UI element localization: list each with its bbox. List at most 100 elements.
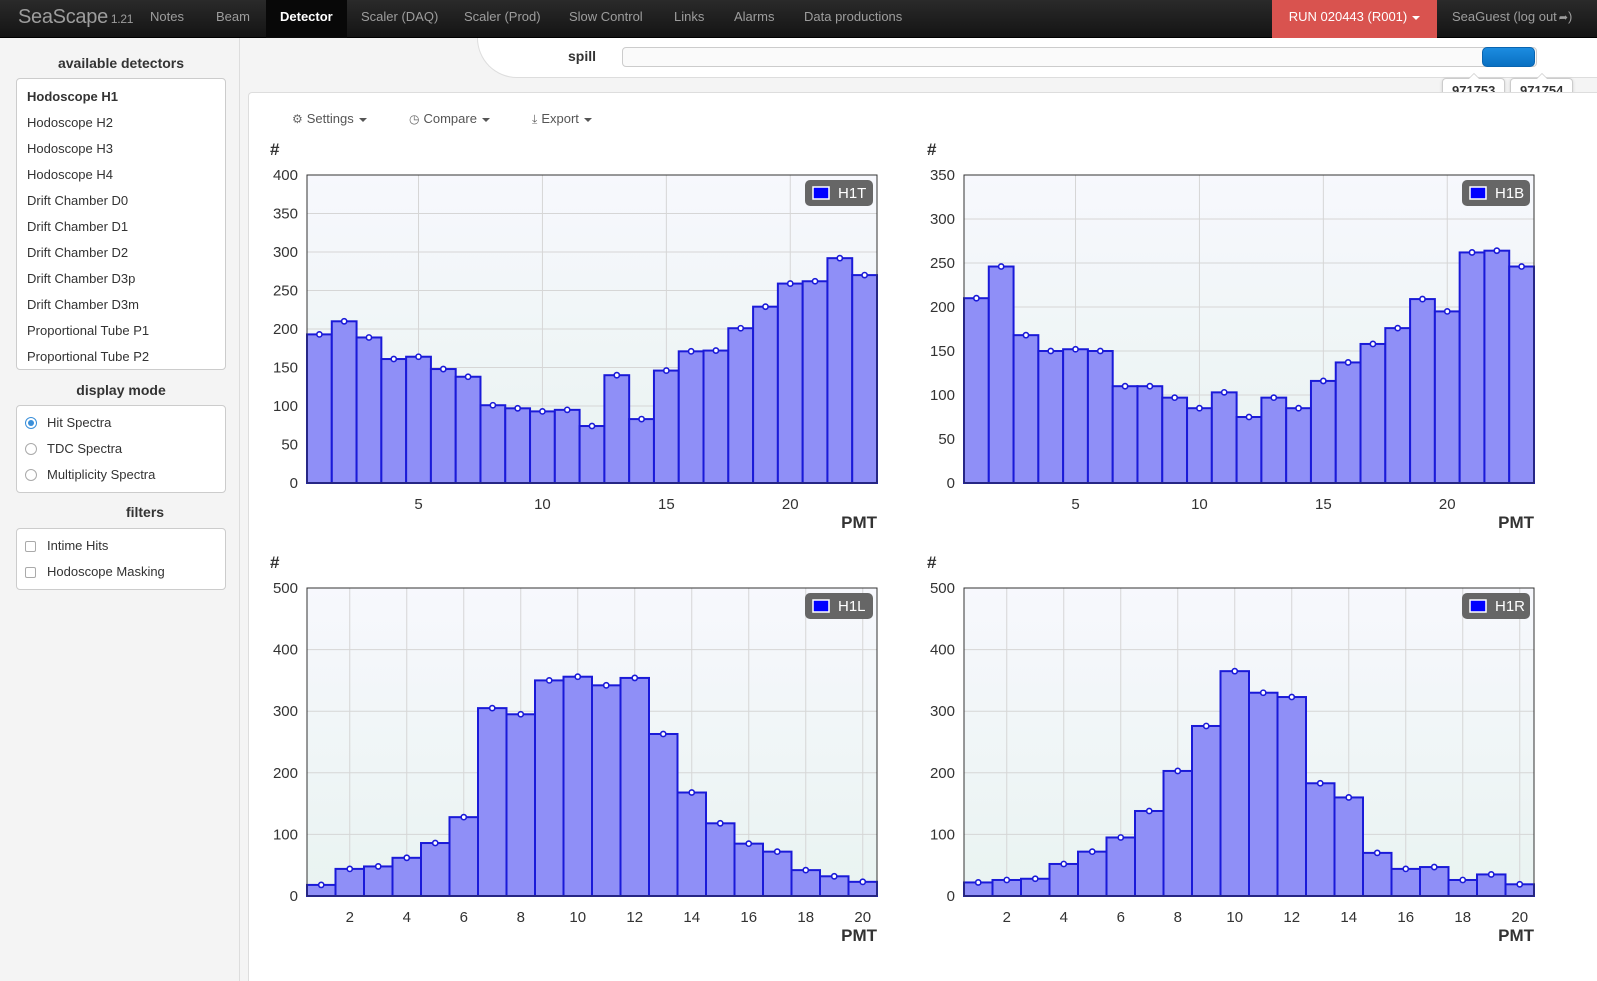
data-point xyxy=(631,674,639,682)
hit-spectrum-chart-h1r[interactable]: 0 100 200 300 400 500 2 4 6 8 10 12 14 16 18 20 # PMT H1R xyxy=(919,553,1559,963)
checkbox-icon[interactable] xyxy=(25,567,36,578)
hit-spectrum-chart-h1l[interactable]: 0 100 200 300 400 500 2 4 6 8 10 12 14 16 18 20 # PMT H1L xyxy=(262,553,902,963)
mode-multiplicity-spectra[interactable]: Multiplicity Spectra xyxy=(17,462,225,488)
nav-links[interactable]: Links xyxy=(674,9,705,24)
nav-slow-control[interactable]: Slow Control xyxy=(569,9,643,24)
data-point xyxy=(737,324,745,332)
data-point xyxy=(374,863,382,870)
y-tick-label: 500 xyxy=(930,580,955,597)
data-point xyxy=(1231,667,1239,675)
data-point xyxy=(688,789,696,796)
histogram-bar xyxy=(1419,866,1450,898)
histogram-bar xyxy=(420,842,451,897)
filter-intime-hits[interactable]: Intime Hits xyxy=(17,533,225,559)
user-label: SeaGuest (log out xyxy=(1452,9,1557,24)
spill-slider-handle[interactable] xyxy=(1482,47,1535,67)
mode-label: TDC Spectra xyxy=(47,441,123,456)
x-axis-title: PMT xyxy=(1498,926,1535,945)
detector-item-drift-chamber-d2[interactable]: Drift Chamber D2 xyxy=(27,245,129,260)
run-dropdown-button[interactable]: RUN 020443 (R001) xyxy=(1272,0,1437,38)
x-axis-title: PMT xyxy=(1498,513,1535,532)
x-tick-label: 10 xyxy=(569,909,586,926)
data-point xyxy=(390,355,398,363)
nav-notes[interactable]: Notes xyxy=(150,9,184,24)
radio-icon[interactable] xyxy=(25,469,37,481)
nav-beam[interactable]: Beam xyxy=(216,9,250,24)
detector-item-drift-chamber-d0[interactable]: Drift Chamber D0 xyxy=(27,193,129,208)
detector-item-hodoscope-h1[interactable]: Hodoscope H1 xyxy=(27,89,119,104)
y-tick-label: 300 xyxy=(273,703,298,720)
data-point xyxy=(1117,834,1125,841)
data-point xyxy=(545,677,553,684)
chevron-down-icon xyxy=(583,117,592,122)
spill-label: spill xyxy=(568,48,597,64)
detector-item-proportional-tube-p2[interactable]: Proportional Tube P2 xyxy=(27,349,150,364)
export-dropdown[interactable]: ⤓ Export xyxy=(532,109,592,129)
detector-item-drift-chamber-d3p[interactable]: Drift Chamber D3p xyxy=(27,271,136,286)
histogram-bar xyxy=(1062,348,1089,484)
detector-item-proportional-tube-p1[interactable]: Proportional Tube P1 xyxy=(27,323,150,338)
legend-swatch xyxy=(1469,186,1487,200)
data-point xyxy=(1270,394,1278,402)
detector-item-hodoscope-h2[interactable]: Hodoscope H2 xyxy=(27,115,113,130)
histogram-bar xyxy=(1210,391,1238,484)
detector-item-hodoscope-h4[interactable]: Hodoscope H4 xyxy=(27,167,113,182)
legend-label: H1L xyxy=(838,598,866,615)
data-point xyxy=(1145,807,1153,815)
nav-alarms[interactable]: Alarms xyxy=(734,9,775,24)
hit-spectrum-chart-h1t[interactable]: 0 50 100 150 200 250 300 350 400 5 10 15 20 # PMT H1T xyxy=(262,140,902,550)
logout-link[interactable]: SeaGuest (log out ➦) xyxy=(1452,9,1573,24)
x-tick-label: 2 xyxy=(1003,909,1011,926)
data-point xyxy=(365,334,373,341)
y-tick-label: 300 xyxy=(930,703,955,720)
compare-dropdown[interactable]: ◷ Compare xyxy=(409,109,490,129)
x-tick-label: 6 xyxy=(460,909,468,926)
data-point xyxy=(574,673,582,681)
detector-item-drift-chamber-d1[interactable]: Drift Chamber D1 xyxy=(27,219,129,234)
data-point xyxy=(1196,404,1203,412)
hit-spectrum-chart-h1b[interactable]: 0 50 100 150 200 250 300 350 5 10 15 20 # PMT H1B xyxy=(919,140,1559,550)
histogram-bar xyxy=(1048,862,1079,897)
mode-tdc-spectra[interactable]: TDC Spectra xyxy=(17,436,225,462)
x-tick-label: 18 xyxy=(797,909,814,926)
y-tick-label: 200 xyxy=(930,299,955,316)
data-point xyxy=(745,840,753,848)
detector-item-hodoscope-h3[interactable]: Hodoscope H3 xyxy=(27,141,113,156)
checkbox-icon[interactable] xyxy=(25,541,36,552)
data-point xyxy=(415,353,422,361)
settings-dropdown[interactable]: ⚙ Settings xyxy=(292,109,367,129)
nav-detector[interactable]: Detector xyxy=(266,0,347,38)
data-point xyxy=(340,317,348,325)
data-point xyxy=(1121,382,1129,390)
legend-swatch xyxy=(812,186,830,200)
histogram-bar xyxy=(677,350,705,484)
mode-hit-spectra[interactable]: Hit Spectra xyxy=(17,410,225,436)
histogram-bar xyxy=(603,374,631,484)
x-axis-title: PMT xyxy=(841,513,878,532)
spill-slider-track[interactable] xyxy=(622,47,1537,67)
data-point xyxy=(762,303,769,311)
y-tick-label: 250 xyxy=(930,255,955,272)
y-tick-label: 350 xyxy=(930,167,955,184)
filter-hodoscope-masking[interactable]: Hodoscope Masking xyxy=(17,559,225,585)
data-point xyxy=(1319,377,1327,385)
data-point xyxy=(1419,295,1426,303)
histogram-bar xyxy=(752,305,779,484)
x-tick-label: 10 xyxy=(1191,496,1208,513)
radio-icon[interactable] xyxy=(25,443,37,455)
detector-item-drift-chamber-d3m[interactable]: Drift Chamber D3m xyxy=(27,297,139,312)
histogram-bar xyxy=(1086,350,1114,484)
data-point xyxy=(1220,388,1228,396)
data-point xyxy=(464,373,472,381)
data-point xyxy=(514,404,522,412)
top-navbar: SeaScape 1.21 Notes Beam Detector Scaler … xyxy=(0,0,1597,38)
nav-data-productions[interactable]: Data productions xyxy=(804,9,903,24)
nav-scaler-prod[interactable]: Scaler (Prod) xyxy=(464,9,541,24)
data-point xyxy=(489,401,497,409)
x-tick-label: 6 xyxy=(1117,909,1125,926)
nav-scaler-daq[interactable]: Scaler (DAQ) xyxy=(361,9,439,24)
data-point xyxy=(1096,347,1104,355)
radio-selected-icon[interactable] xyxy=(25,417,37,429)
chart-svg: 0 100 200 300 400 500 2 4 6 8 10 12 14 16 18 20 # PMT H1L xyxy=(270,553,878,945)
app-brand[interactable]: SeaScape 1.21 xyxy=(18,6,133,29)
